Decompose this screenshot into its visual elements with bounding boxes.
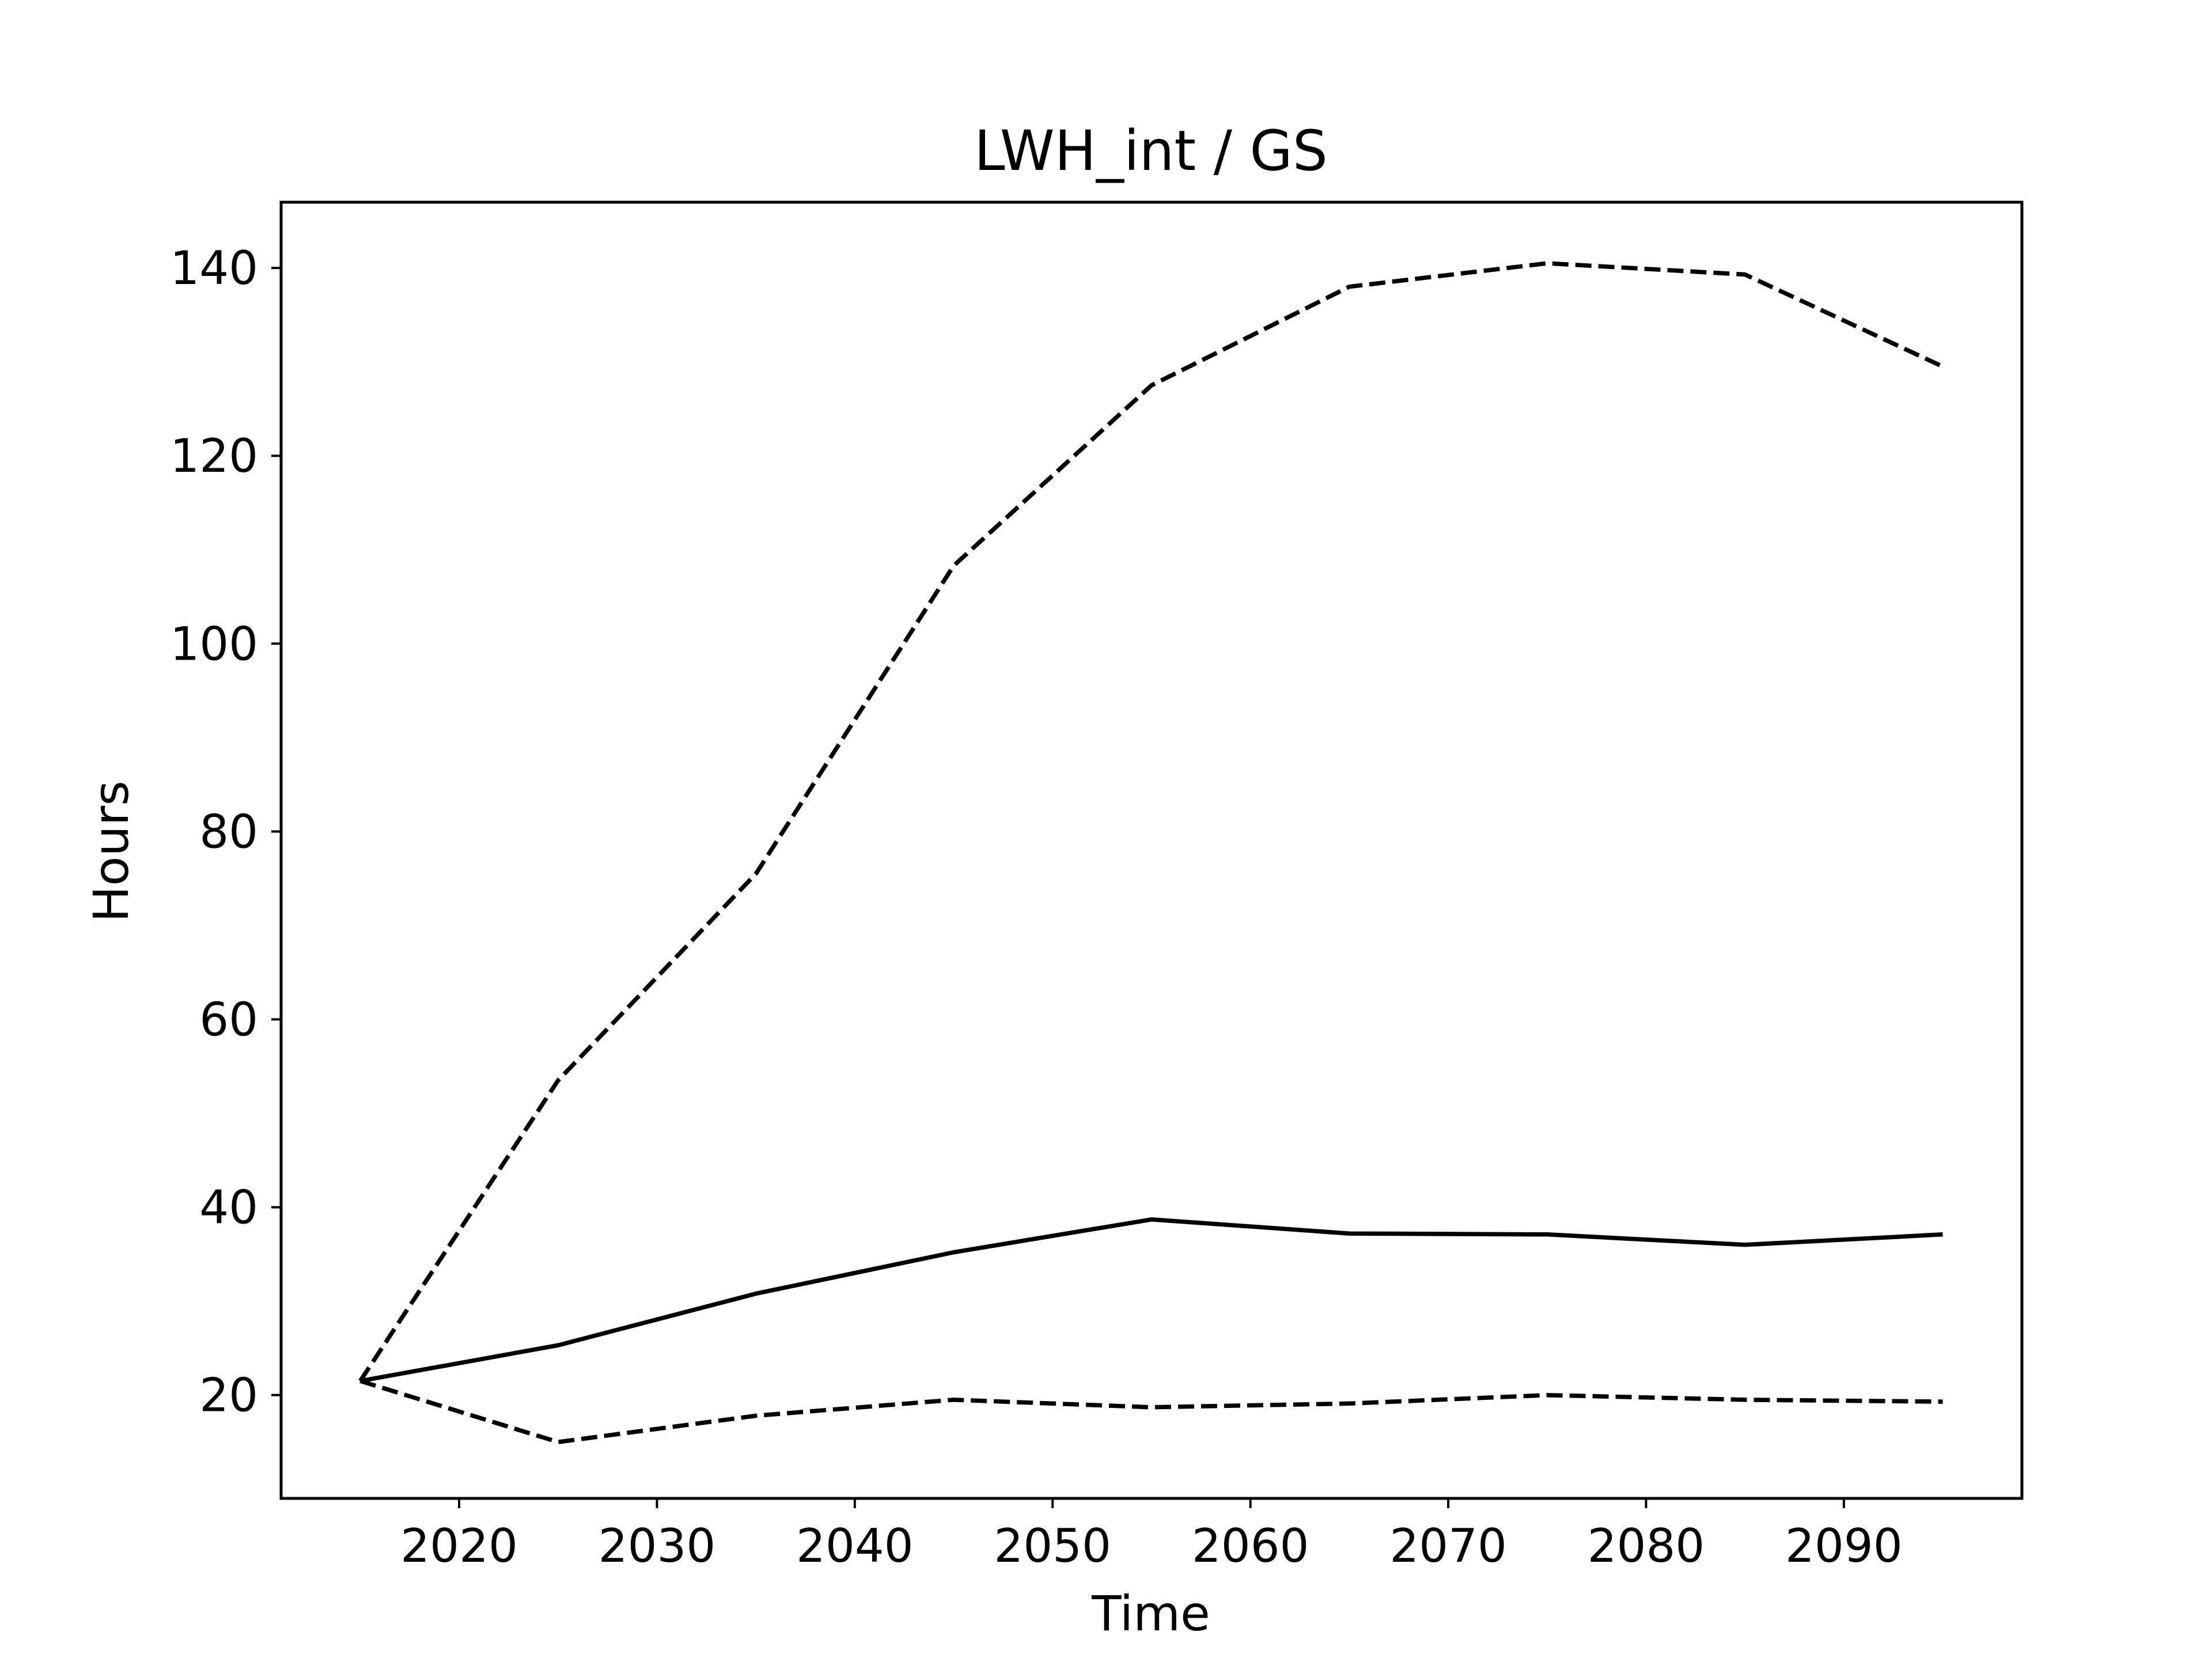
x-tick-label: 2090 [1785,1519,1903,1573]
y-tick-label: 140 [170,241,258,295]
x-tick-label: 2030 [599,1519,716,1573]
x-axis-label: Time [1091,1585,1210,1642]
x-tick-label: 2050 [994,1519,1111,1573]
x-tick-label: 2040 [796,1519,914,1573]
plot-frame [279,200,2024,1500]
y-tick-label: 60 [199,993,258,1046]
y-tick-label: 80 [199,805,258,858]
y-tick-label: 100 [170,617,258,671]
y-axis-label: Hours [83,781,139,922]
y-tick-label: 120 [170,429,258,483]
y-tick-label: 40 [199,1181,258,1235]
x-tick-label: 2080 [1588,1519,1705,1573]
y-tick-label: 20 [199,1369,258,1422]
x-tick-label: 2020 [400,1519,518,1573]
series-line-2 [359,1217,1943,1383]
series-layer [358,261,1944,1444]
series-line-1 [358,261,1944,1383]
x-tick-label: 2060 [1192,1519,1309,1573]
chart-title: LWH_int / GS [974,119,1328,183]
ticks-layer: 2020 2030 2040 2050 2060 2070 2080 209020406080… [170,241,1902,1573]
x-tick-label: 2070 [1389,1519,1507,1573]
